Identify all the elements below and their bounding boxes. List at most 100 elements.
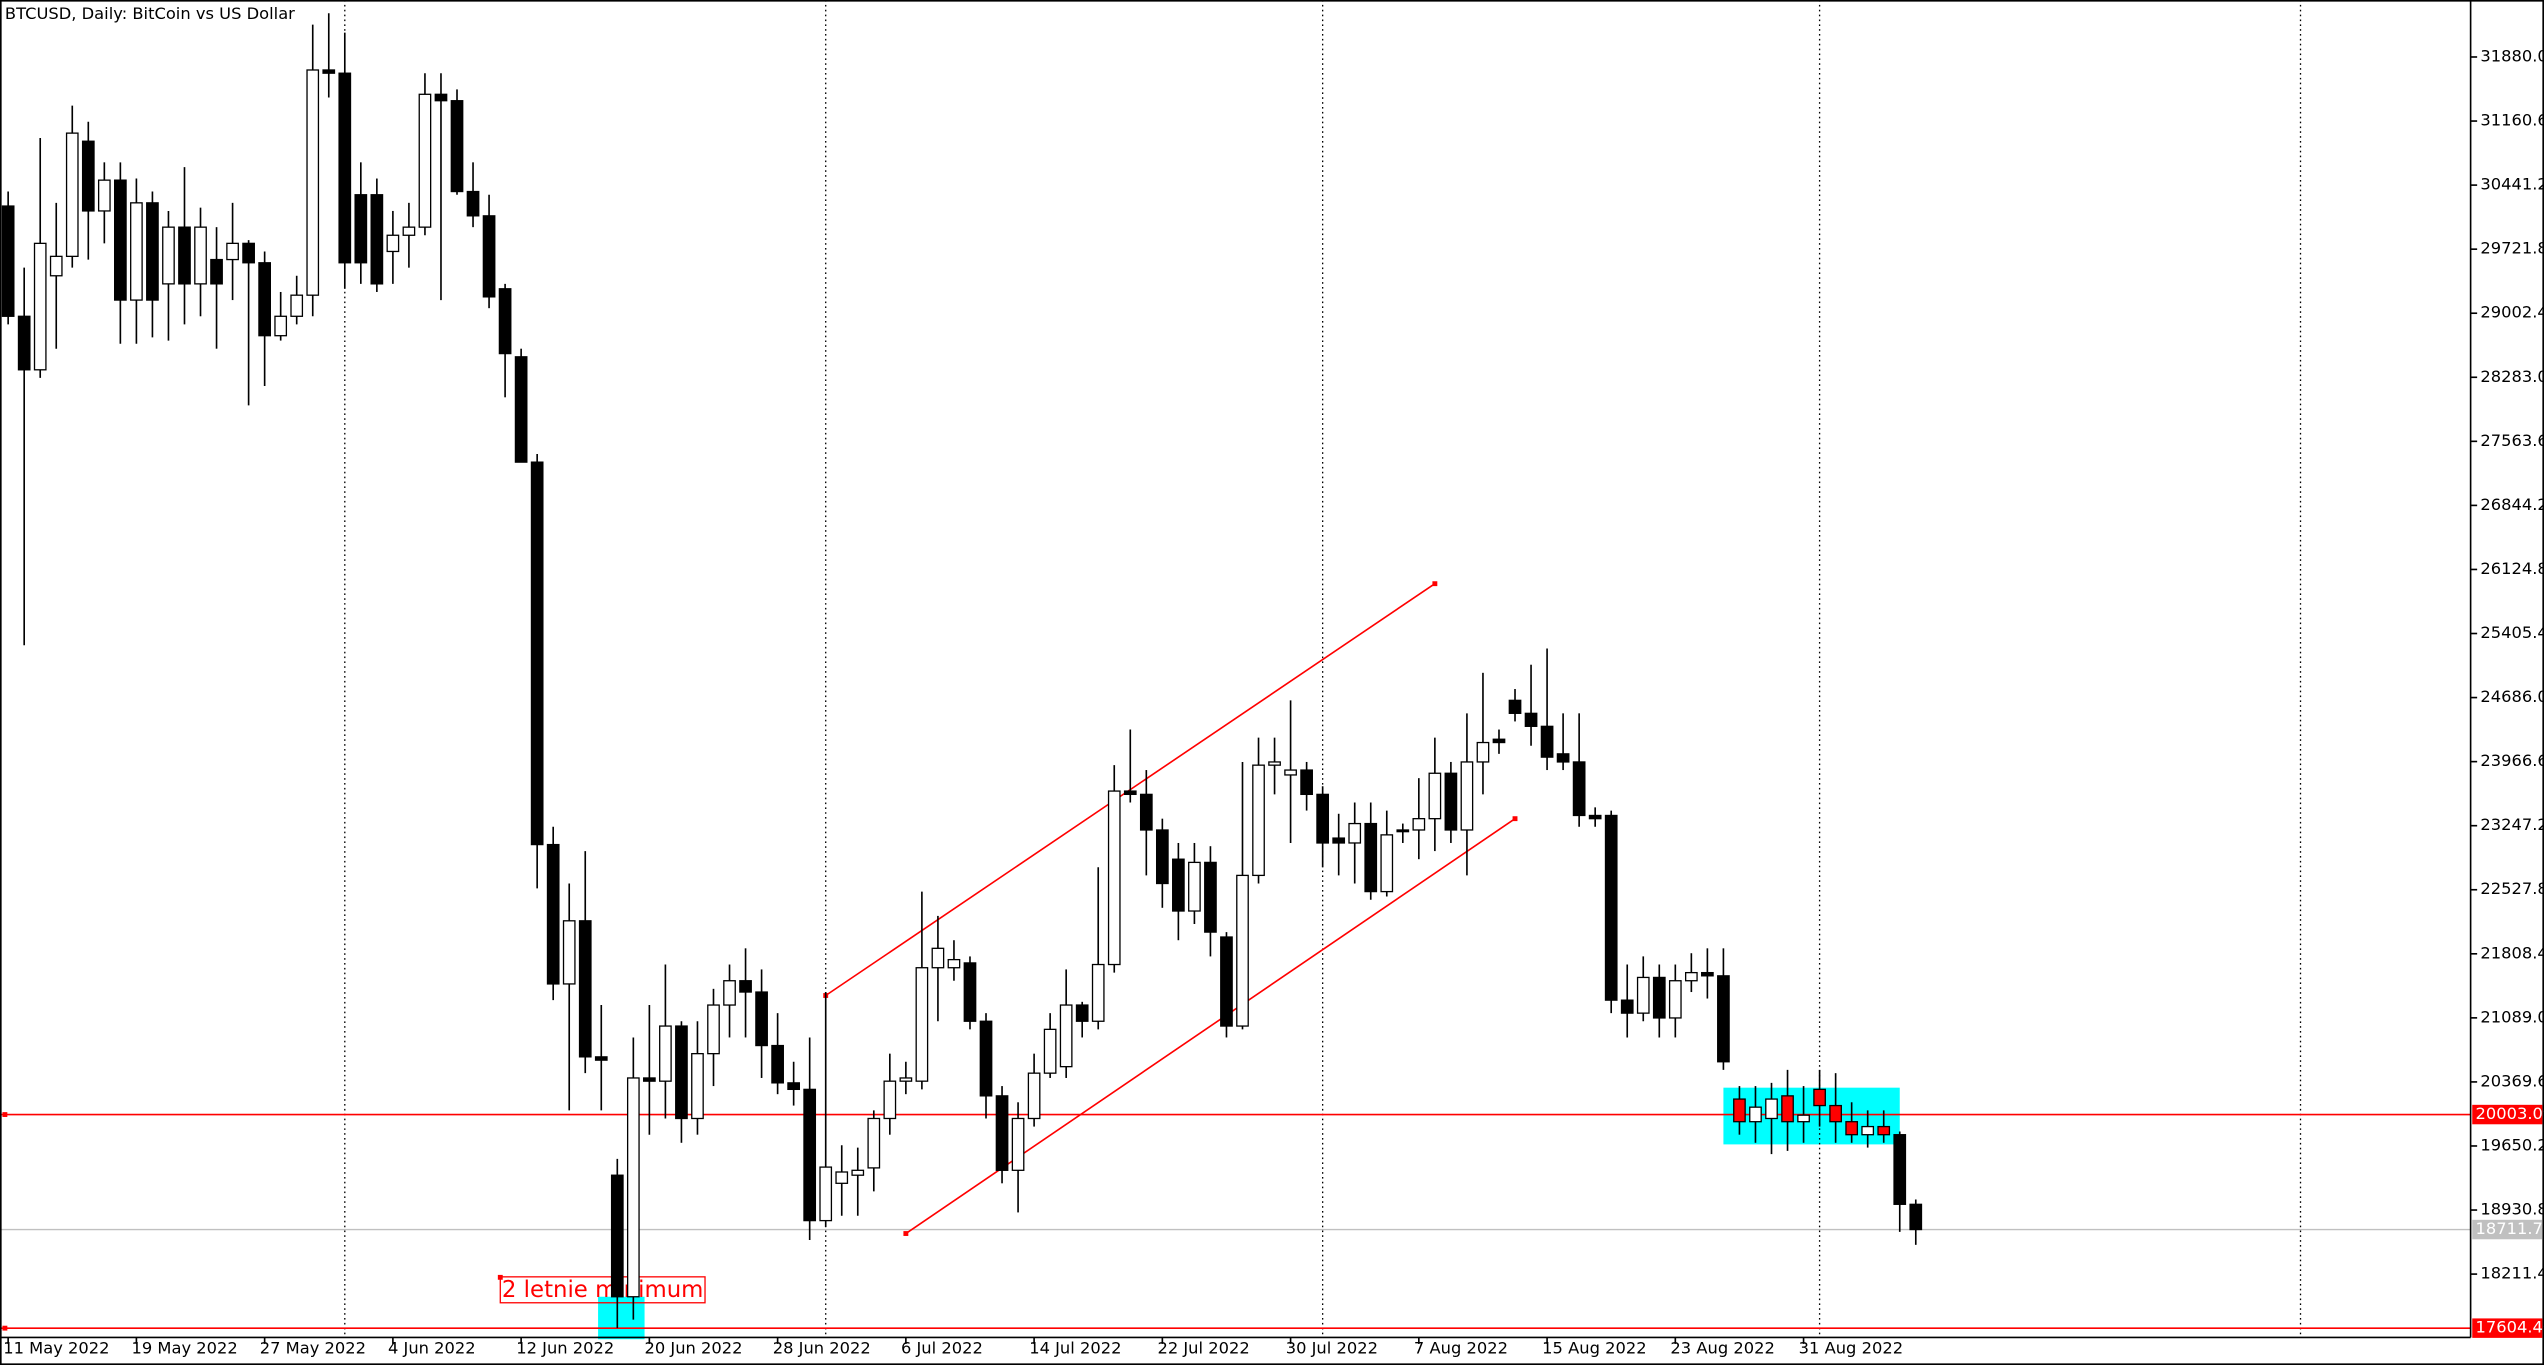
candle-body — [1829, 1104, 1842, 1123]
y-tick-label: 28283.00 — [2480, 367, 2544, 386]
line-anchor — [2, 1325, 8, 1331]
candle-body — [1412, 818, 1426, 831]
candle-body — [1733, 1098, 1746, 1123]
trend-anchor — [903, 1231, 909, 1236]
x-tick-label: 19 May 2022 — [132, 1338, 238, 1357]
y-tick-label: 26124.80 — [2480, 559, 2544, 578]
candle-body — [1107, 790, 1121, 966]
x-tick-label: 22 Jul 2022 — [1157, 1338, 1249, 1357]
candle-body — [1236, 874, 1249, 1027]
candle-body — [418, 93, 432, 228]
candle-body — [626, 1077, 640, 1298]
candle-body — [81, 140, 95, 212]
candle-body — [1172, 858, 1185, 912]
candle-body — [1781, 1095, 1794, 1123]
candle-body — [1508, 699, 1522, 714]
y-tick-label: 29002.40 — [2480, 303, 2544, 322]
y-tick-label: 31160.60 — [2480, 111, 2544, 130]
candle-body — [1155, 829, 1169, 885]
candle-body — [691, 1053, 704, 1120]
candle-body — [194, 226, 207, 285]
y-tick-label: 22527.80 — [2480, 879, 2544, 898]
candle-body — [546, 843, 560, 985]
line-anchor — [2, 1112, 8, 1117]
candle-body — [643, 1077, 656, 1082]
candle-body — [1252, 764, 1265, 877]
candle-body — [1268, 761, 1281, 766]
candle-body — [915, 967, 929, 1082]
candle-body — [963, 962, 977, 1022]
candle-body — [1797, 1114, 1810, 1123]
candle-body — [402, 226, 416, 236]
trend-anchor — [1432, 581, 1438, 587]
y-tick-label: 30441.20 — [2480, 175, 2544, 194]
candle-body — [1476, 741, 1490, 763]
candle-body — [787, 1082, 801, 1091]
candle-body — [1588, 814, 1602, 820]
candle-body — [130, 202, 143, 301]
candle-body — [1620, 999, 1634, 1014]
x-tick-label: 23 Aug 2022 — [1670, 1338, 1774, 1357]
y-tick-label: 29721.80 — [2480, 239, 2544, 258]
candle-body — [290, 294, 304, 317]
candle-body — [434, 93, 448, 102]
candle-body — [1893, 1134, 1907, 1205]
candle-body — [242, 242, 255, 264]
candle-body — [49, 255, 63, 277]
x-tick-label: 11 May 2022 — [3, 1338, 109, 1357]
candle-body — [1284, 769, 1297, 776]
candle-body — [771, 1044, 784, 1084]
candle-body — [1204, 861, 1217, 933]
candle-body — [1316, 793, 1330, 844]
y-tick-label: 23247.20 — [2480, 815, 2544, 834]
candle-body — [322, 69, 336, 74]
candle-body — [338, 72, 352, 264]
candle-body — [1332, 837, 1346, 844]
candle-body — [210, 258, 223, 285]
candle-body — [931, 947, 945, 969]
candle-body — [995, 1095, 1009, 1171]
y-tick-label: 20369.60 — [2480, 1071, 2544, 1090]
candle-body — [723, 980, 736, 1006]
x-tick-label: 12 Jun 2022 — [516, 1338, 614, 1357]
candle-body — [1043, 1028, 1057, 1074]
candle-body — [1652, 976, 1666, 1019]
candle-body — [1091, 963, 1105, 1022]
candle-body — [1765, 1098, 1778, 1120]
y-tick-label: 31880.00 — [2480, 47, 2544, 66]
candle-body — [97, 179, 111, 212]
candle-body — [851, 1169, 865, 1176]
candle-body — [1845, 1121, 1859, 1136]
x-tick-label: 7 Aug 2022 — [1414, 1338, 1508, 1357]
candle-body — [739, 980, 752, 993]
y-tick-label: 24686.00 — [2480, 687, 2544, 706]
y-tick-label: 23966.60 — [2480, 751, 2544, 770]
candle-body — [482, 215, 496, 298]
candle-body — [1300, 769, 1313, 796]
price-label: 20003.09 — [2476, 1104, 2544, 1123]
candle-body — [867, 1117, 881, 1169]
candle-body — [1059, 1004, 1073, 1068]
candle-body — [258, 262, 272, 337]
candle-body — [1684, 971, 1698, 982]
candle-body — [274, 315, 288, 337]
candle-body — [594, 1056, 608, 1061]
candle-body — [1556, 753, 1570, 763]
y-tick-label: 21089.00 — [2480, 1007, 2544, 1026]
candle-body — [1636, 976, 1650, 1014]
x-tick-label: 20 Jun 2022 — [644, 1338, 742, 1357]
x-tick-label: 31 Aug 2022 — [1799, 1338, 1903, 1357]
candle-body — [114, 179, 127, 301]
trend-anchor — [1512, 816, 1518, 822]
candle-body — [530, 461, 544, 846]
candle-body — [65, 132, 79, 258]
candle-body — [498, 288, 512, 355]
y-tick-label: 18211.40 — [2480, 1264, 2544, 1283]
annotation: 2 letnie minimum — [502, 1277, 703, 1303]
x-tick-label: 14 Jul 2022 — [1029, 1338, 1121, 1357]
lines: 2 letnie minimum — [0, 581, 2471, 1331]
